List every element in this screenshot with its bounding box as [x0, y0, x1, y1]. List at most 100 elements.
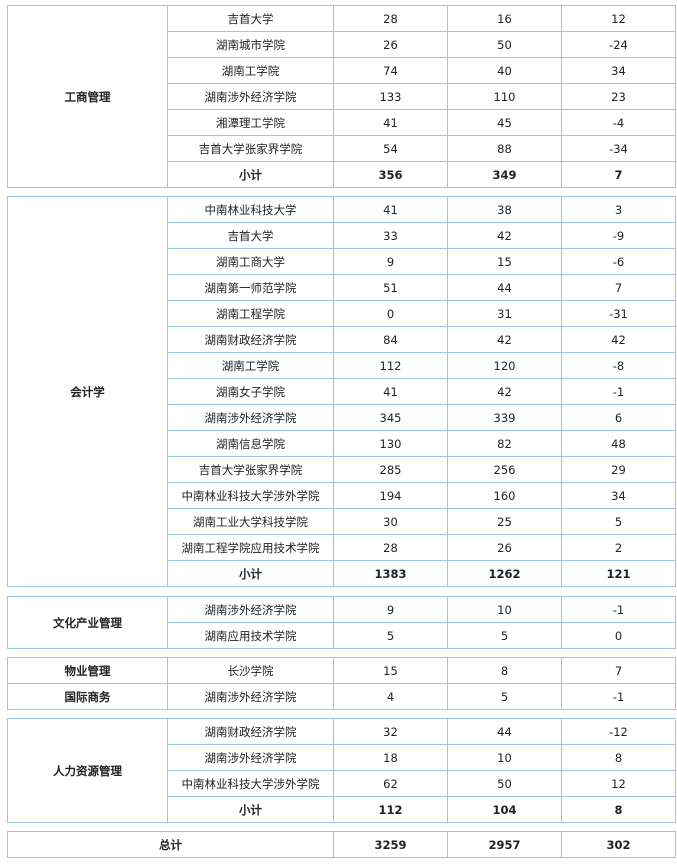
value-a-cell: 3259	[333, 831, 448, 858]
value-b-cell: 16	[447, 5, 562, 32]
diff-cell: 8	[561, 744, 676, 771]
diff-cell: 34	[561, 57, 676, 84]
diff-cell: -12	[561, 718, 676, 745]
diff-cell: 0	[561, 622, 676, 649]
value-a-cell: 18	[333, 744, 448, 771]
diff-cell: -8	[561, 352, 676, 379]
value-a-cell: 41	[333, 378, 448, 405]
table-row: 会计学 中南林业科技大学 41 38 3	[7, 196, 676, 587]
value-b-cell: 339	[447, 404, 562, 431]
school-cell: 湘潭理工学院	[167, 109, 334, 136]
school-cell: 吉首大学	[167, 222, 334, 249]
diff-cell: 7	[561, 274, 676, 301]
value-a-cell: 356	[333, 161, 448, 188]
school-cell: 湖南工业大学科技学院	[167, 508, 334, 535]
diff-cell: 3	[561, 196, 676, 223]
value-b-cell: 40	[447, 57, 562, 84]
table-row: 物业管理 长沙学院 15 8 7	[7, 657, 676, 684]
table-row: 湖南涉外经济学院 133 110 23	[8, 83, 676, 110]
school-cell: 湖南应用技术学院	[167, 622, 334, 649]
subtotal-row: 小计 1383 1262 121	[8, 560, 676, 587]
school-cell: 湖南工程学院应用技术学院	[167, 534, 334, 561]
value-a-cell: 51	[333, 274, 448, 301]
major-cell: 物业管理	[7, 657, 168, 684]
value-a-cell: 84	[333, 326, 448, 353]
diff-cell: 302	[561, 831, 676, 858]
value-a-cell: 62	[333, 770, 448, 797]
value-b-cell: 8	[447, 657, 562, 684]
diff-cell: -1	[561, 683, 676, 710]
value-a-cell: 41	[333, 109, 448, 136]
subtotal-label: 小计	[167, 796, 334, 823]
value-b-cell: 42	[447, 222, 562, 249]
value-a-cell: 9	[333, 248, 448, 275]
group-table: 文化产业管理 湖南涉外经济学院 9 10 -1 湖南应用技术学院 5 5 0	[7, 596, 676, 649]
table-row: 湖南工程学院 0 31 -31	[8, 300, 676, 327]
value-b-cell: 50	[447, 770, 562, 797]
value-a-cell: 28	[333, 5, 448, 32]
school-cell: 湖南工商大学	[167, 248, 334, 275]
diff-cell: -34	[561, 135, 676, 162]
school-cell: 湖南涉外经济学院	[167, 83, 334, 110]
school-cell: 湖南财政经济学院	[167, 326, 334, 353]
school-cell: 湖南财政经济学院	[167, 718, 334, 745]
value-b-cell: 25	[447, 508, 562, 535]
value-a-cell: 28	[333, 534, 448, 561]
value-b-cell: 26	[447, 534, 562, 561]
diff-cell: 12	[561, 5, 676, 32]
value-a-cell: 15	[333, 657, 448, 684]
school-cell: 湖南第一师范学院	[167, 274, 334, 301]
value-b-cell: 104	[447, 796, 562, 823]
total-label: 总计	[7, 831, 334, 858]
table-row: 吉首大学 33 42 -9	[8, 222, 676, 249]
table-row: 湘潭理工学院 41 45 -4	[8, 109, 676, 136]
value-b-cell: 15	[447, 248, 562, 275]
diff-cell: 7	[561, 161, 676, 188]
subtotal-label: 小计	[167, 161, 334, 188]
value-b-cell: 1262	[447, 560, 562, 587]
value-b-cell: 2957	[447, 831, 562, 858]
group-table: 工商管理 吉首大学 28 16 12 湖南城市学院 26 50 -24 湖南工学院 74 40 34 湖南…	[7, 5, 676, 188]
table-row: 湖南城市学院 26 50 -24	[8, 31, 676, 58]
value-b-cell: 82	[447, 430, 562, 457]
table-row: 湖南第一师范学院 51 44 7	[8, 274, 676, 301]
diff-cell: 48	[561, 430, 676, 457]
value-a-cell: 112	[333, 796, 448, 823]
value-b-cell: 10	[447, 744, 562, 771]
table-row: 湖南应用技术学院 5 5 0	[8, 622, 676, 649]
diff-cell: 42	[561, 326, 676, 353]
value-b-cell: 42	[447, 326, 562, 353]
school-cell: 湖南工学院	[167, 352, 334, 379]
diff-cell: -1	[561, 596, 676, 623]
table-row: 国际商务 湖南涉外经济学院 4 5 -1	[7, 683, 676, 710]
school-cell: 湖南涉外经济学院	[167, 404, 334, 431]
value-b-cell: 44	[447, 274, 562, 301]
diff-cell: 34	[561, 482, 676, 509]
diff-cell: -4	[561, 109, 676, 136]
diff-cell: -24	[561, 31, 676, 58]
table-row: 中南林业科技大学涉外学院 194 160 34	[8, 482, 676, 509]
school-cell: 湖南涉外经济学院	[167, 596, 334, 623]
value-a-cell: 285	[333, 456, 448, 483]
diff-cell: -31	[561, 300, 676, 327]
school-cell: 吉首大学张家界学院	[167, 135, 334, 162]
school-cell: 湖南女子学院	[167, 378, 334, 405]
major-cell: 工商管理	[7, 5, 168, 188]
school-cell: 湖南涉外经济学院	[167, 683, 334, 710]
school-cell: 湖南涉外经济学院	[167, 744, 334, 771]
group-table: 人力资源管理 湖南财政经济学院 32 44 -12 湖南涉外经济学院 18 10 8 中南林业科技…	[7, 718, 676, 823]
value-b-cell: 256	[447, 456, 562, 483]
value-b-cell: 5	[447, 683, 562, 710]
value-a-cell: 130	[333, 430, 448, 457]
table-row: 湖南涉外经济学院 18 10 8	[8, 744, 676, 771]
value-b-cell: 88	[447, 135, 562, 162]
table-row: 文化产业管理 湖南涉外经济学院 9 10 -1	[7, 596, 676, 649]
table-row: 湖南工学院 112 120 -8	[8, 352, 676, 379]
subtotal-row: 小计 356 349 7	[8, 161, 676, 188]
value-b-cell: 5	[447, 622, 562, 649]
diff-cell: 7	[561, 657, 676, 684]
value-a-cell: 54	[333, 135, 448, 162]
school-cell: 湖南城市学院	[167, 31, 334, 58]
school-cell: 长沙学院	[167, 657, 334, 684]
table-row: 工商管理 吉首大学 28 16 12	[7, 5, 676, 188]
